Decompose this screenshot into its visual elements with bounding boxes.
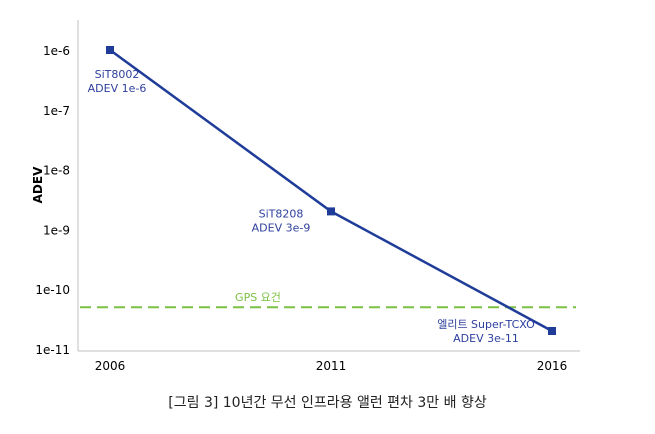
adev-series-line — [109, 48, 553, 333]
data-point-marker — [327, 207, 335, 216]
data-point-marker — [548, 326, 556, 335]
y-tick-label: 1e-6 — [43, 44, 70, 58]
point-label-adev: ADEV 3e-9 — [252, 221, 311, 234]
y-tick-label: 1e-7 — [43, 104, 70, 118]
point-label-adev: ADEV 1e-6 — [88, 82, 147, 95]
figure-caption: [그림 3] 10년간 무선 인프라용 앨런 편차 3만 배 향상 — [168, 395, 487, 411]
point-label-name: SiT8002 — [95, 68, 140, 81]
x-tick-label: 2006 — [95, 359, 126, 373]
data-point-marker — [106, 46, 114, 54]
point-label-adev: ADEV 3e-11 — [453, 332, 519, 345]
x-tick-label: 2011 — [316, 359, 347, 373]
y-tick-label: 1e-10 — [35, 283, 70, 297]
adev-chart-svg: 1e-6 1e-7 1e-8 1e-9 1e-10 1e-11 2006 2011 2016 AD… — [31, 20, 580, 373]
y-tick-label: 1e-9 — [43, 223, 70, 237]
gps-requirement-label: GPS 요건 — [235, 291, 281, 304]
x-tick-label: 2016 — [537, 359, 568, 373]
y-tick-label: 1e-8 — [43, 164, 70, 178]
y-tick-label: 1e-11 — [35, 343, 70, 357]
point-label-name: SiT8208 — [259, 207, 304, 220]
point-label-name: 엘리트 Super-TCXO — [437, 318, 535, 331]
y-axis-title: ADEV — [31, 166, 45, 203]
